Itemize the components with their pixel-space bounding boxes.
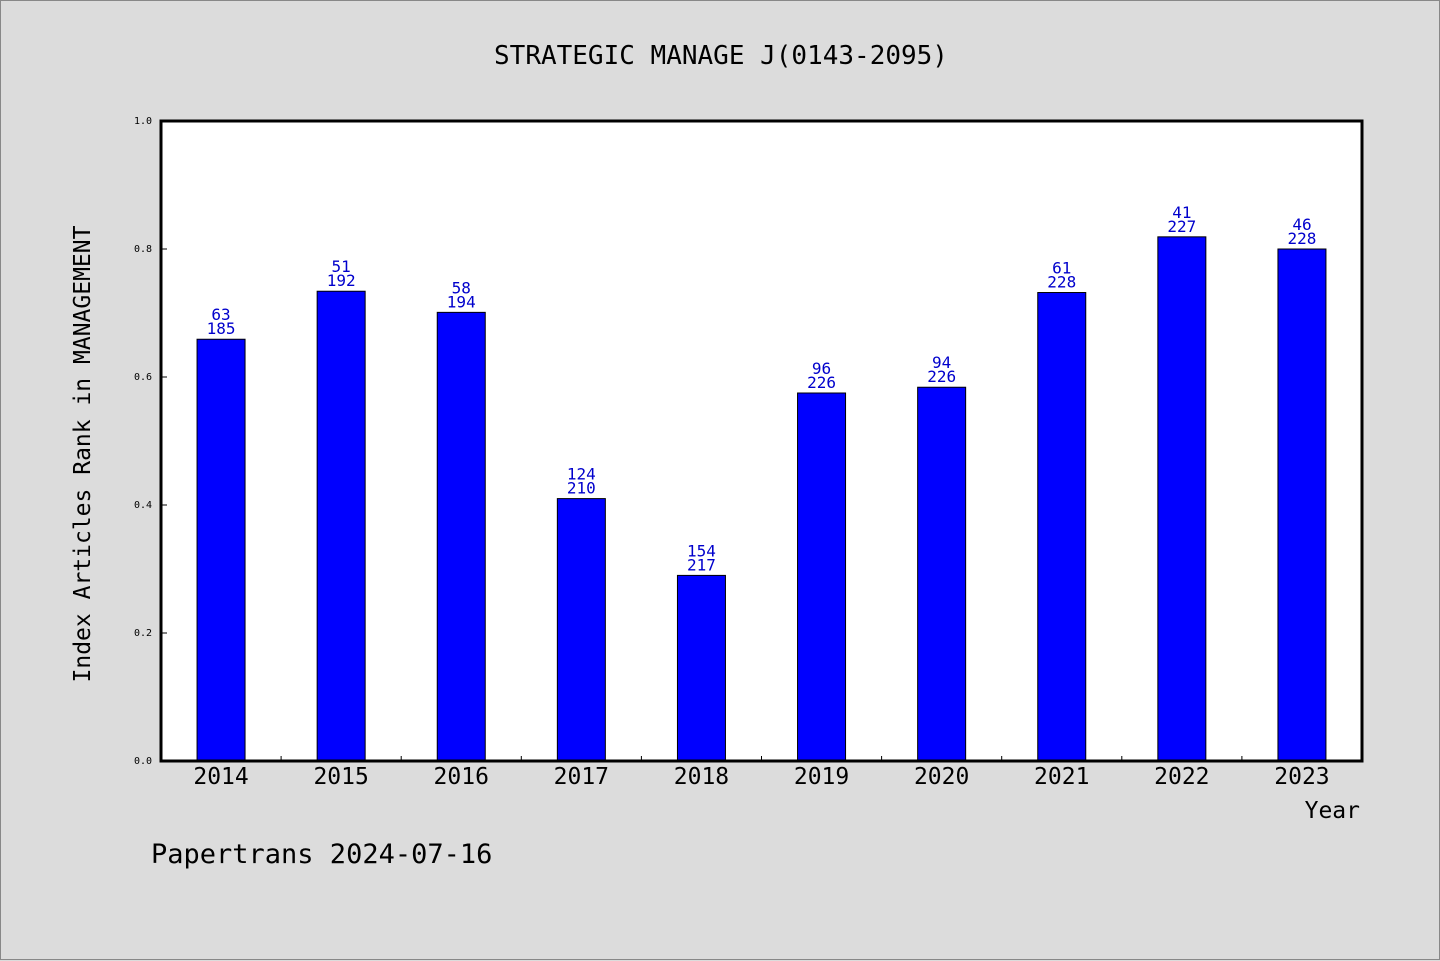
total-label-2014: 185 — [207, 319, 236, 338]
bar-2020 — [917, 386, 967, 762]
x-tick-2022: 2022 — [1154, 764, 1209, 790]
chart-title: STRATEGIC MANAGE J(0143-2095) — [494, 41, 948, 71]
total-label-2016: 194 — [447, 292, 476, 311]
total-label-2019: 226 — [807, 373, 836, 392]
y-tick-0.4: 0.4 — [134, 500, 152, 511]
bar-2015 — [316, 290, 366, 762]
x-tick-2021: 2021 — [1034, 764, 1089, 790]
bars-group — [196, 236, 1327, 762]
rank-label-2016: 58 — [452, 278, 471, 297]
rank-label-2022: 41 — [1172, 203, 1191, 222]
total-label-2023: 228 — [1287, 229, 1316, 248]
y-axis-label: Index Articles Rank in MANAGEMENT — [70, 225, 96, 682]
x-axis-label: Year — [1305, 798, 1360, 824]
rank-label-2018: 154 — [687, 541, 716, 560]
bar-2021 — [1037, 292, 1087, 762]
x-tick-2017: 2017 — [554, 764, 609, 790]
rank-label-2017: 124 — [567, 465, 596, 484]
rank-label-2021: 61 — [1052, 259, 1071, 278]
x-tick-2018: 2018 — [674, 764, 729, 790]
total-label-2021: 228 — [1047, 273, 1076, 292]
rank-label-2019: 96 — [812, 359, 831, 378]
total-label-2015: 192 — [327, 271, 356, 290]
bar-2023 — [1277, 248, 1327, 762]
bar-2016 — [436, 311, 486, 762]
x-tick-2014: 2014 — [193, 764, 248, 790]
bar-2018 — [676, 574, 726, 762]
total-label-2017: 210 — [567, 479, 596, 498]
total-label-2022: 227 — [1167, 217, 1196, 236]
rank-label-2015: 51 — [332, 257, 351, 276]
rank-label-2020: 94 — [932, 353, 951, 372]
total-label-2018: 217 — [687, 555, 716, 574]
y-tick-0.6: 0.6 — [134, 372, 152, 383]
x-axis-ticks: 2014 2015 2016 2017 2018 2019 2020 2021 2022 2023 — [193, 756, 1330, 790]
bar-2019 — [797, 392, 847, 762]
y-tick-0.8: 0.8 — [134, 244, 152, 255]
rank-label-2023: 46 — [1292, 215, 1311, 234]
x-tick-2020: 2020 — [914, 764, 969, 790]
bar-2017 — [556, 498, 606, 762]
y-tick-1.0: 1.0 — [134, 116, 152, 127]
footer-text: Papertrans 2024-07-16 — [151, 839, 492, 870]
x-tick-2019: 2019 — [794, 764, 849, 790]
rank-label-2014: 63 — [211, 305, 230, 324]
x-tick-2015: 2015 — [313, 764, 368, 790]
bar-2022 — [1157, 236, 1207, 762]
plot-border — [159, 119, 1364, 763]
y-tick-0.2: 0.2 — [134, 628, 152, 639]
bar-2014 — [196, 338, 246, 762]
x-tick-2016: 2016 — [434, 764, 489, 790]
x-tick-2023: 2023 — [1274, 764, 1329, 790]
y-tick-0.0: 0.0 — [134, 756, 152, 767]
total-label-2020: 226 — [927, 367, 956, 386]
